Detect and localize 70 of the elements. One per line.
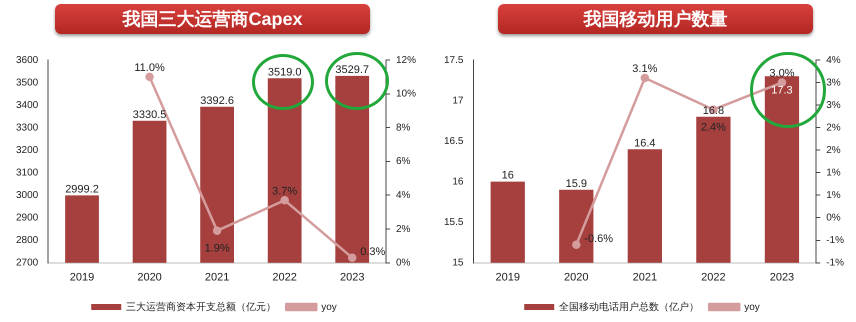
chart-title: 我国移动用户数量 [498, 4, 813, 34]
data-label: 11.0% [134, 62, 165, 74]
point [572, 240, 581, 250]
y2-tick-label: 3% [826, 77, 841, 88]
data-label: 3.1% [632, 63, 658, 76]
y2-tick-label: 4% [826, 54, 841, 66]
data-label: 16.4 [634, 137, 656, 150]
y-tick-label: 2800 [16, 235, 39, 246]
y-tick-label: 3500 [16, 77, 39, 88]
y-tick-label: 15 [452, 258, 464, 269]
chart-title: 我国三大运营商Capex [55, 4, 370, 34]
data-label: 1.9% [204, 242, 230, 255]
legend-label: 全国移动电话用户总数（亿户） [559, 300, 700, 313]
x-tick-label: 2023 [340, 271, 364, 284]
y-tick-label: 15.5 [444, 216, 464, 228]
point [212, 226, 222, 235]
data-label: 17.3 [771, 84, 793, 96]
y2-tick-label: 2% [826, 144, 841, 156]
y-tick-label: 3000 [16, 190, 39, 201]
legend-label: 三大运营商资本开支总额（亿元） [126, 300, 276, 313]
y2-tick-label: 6% [396, 156, 411, 168]
y-tick-label: 16 [452, 176, 464, 188]
point [640, 74, 650, 82]
y2-tick-label: 3% [826, 100, 841, 111]
y-tick-label: 17.5 [444, 54, 464, 66]
y2-tick-label: 0% [826, 212, 841, 224]
data-label: 3.7% [272, 185, 298, 198]
y2-tick-label: 2% [826, 122, 841, 134]
data-label: 3529.7 [335, 64, 370, 76]
y2-tick-label: 1% [826, 167, 841, 178]
legend-label: yoy [744, 302, 760, 313]
y2-tick-label: 2% [396, 224, 411, 235]
y-tick-label: 3300 [16, 122, 39, 134]
y-tick-label: 3400 [16, 100, 39, 111]
y-tick-label: 2700 [16, 258, 39, 269]
x-tick-label: 2021 [204, 271, 230, 284]
data-label: 2.4% [700, 122, 726, 134]
y2-tick-label: 0% [396, 258, 411, 269]
x-tick-label: 2019 [70, 271, 94, 284]
y2-tick-label: 1% [826, 190, 841, 201]
x-tick-label: 2021 [632, 271, 658, 284]
x-tick-label: 2023 [770, 271, 794, 284]
data-label: 2999.2 [65, 183, 99, 196]
y-tick-label: 3600 [16, 54, 39, 66]
x-tick-label: 2022 [272, 271, 297, 284]
y-tick-label: 16.5 [444, 136, 464, 147]
data-label: 16 [502, 170, 514, 182]
legend-label: yoy [321, 302, 337, 313]
y2-tick-label: 8% [396, 122, 411, 134]
data-label: 3519.0 [268, 66, 302, 78]
y2-tick-label: -1% [826, 258, 844, 269]
data-label: 3330.5 [132, 108, 166, 121]
y2-tick-label: 4% [396, 190, 411, 201]
y-tick-label: 3200 [16, 144, 39, 156]
y-tick-label: 3100 [16, 167, 39, 178]
point [280, 196, 289, 205]
y-tick-label: 2900 [16, 212, 39, 224]
y2-tick-label: 12% [396, 54, 416, 66]
x-tick-label: 2020 [137, 271, 162, 284]
y2-tick-label: 10% [396, 88, 416, 100]
data-label: 16.8 [702, 104, 724, 117]
x-tick-label: 2022 [701, 271, 726, 284]
point [145, 72, 154, 82]
data-label: 3392.6 [200, 94, 234, 107]
x-tick-label: 2020 [564, 271, 589, 284]
y2-tick-label: -1% [826, 235, 844, 246]
data-label: 15.9 [566, 178, 587, 190]
x-tick-label: 2019 [495, 271, 520, 284]
y-tick-label: 17 [452, 95, 464, 106]
point [348, 253, 356, 262]
